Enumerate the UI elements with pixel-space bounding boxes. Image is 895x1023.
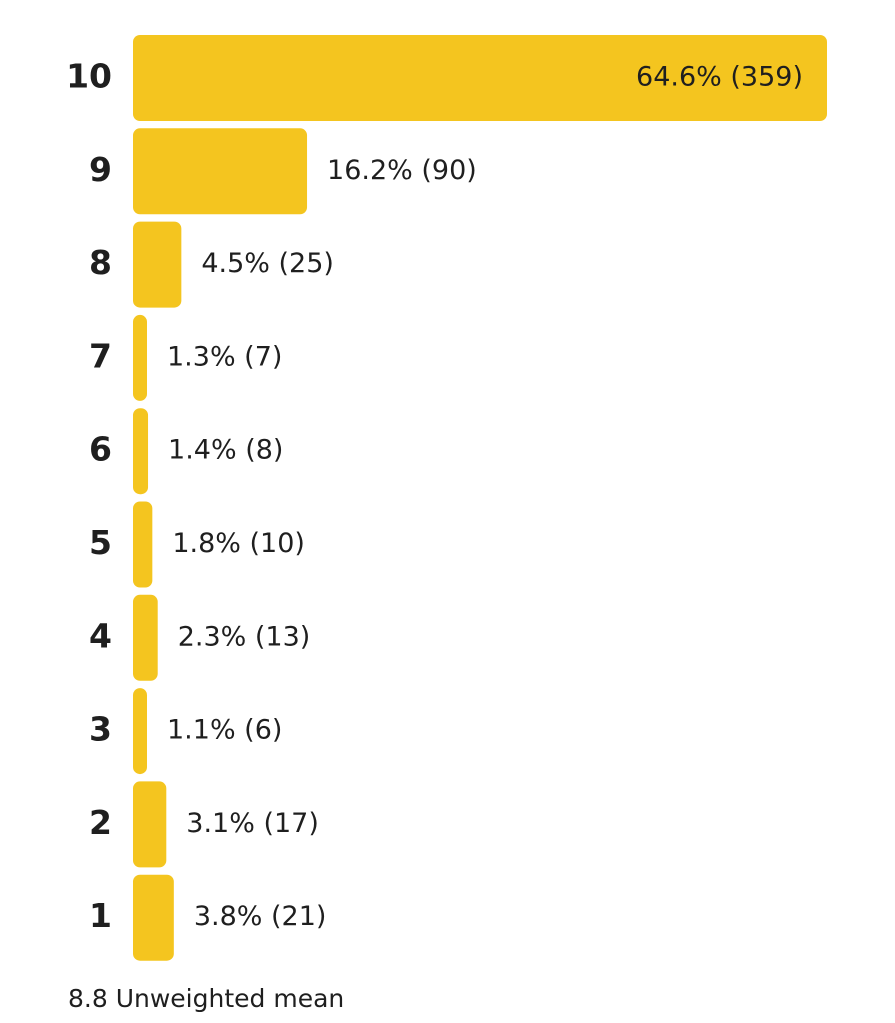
y-tick-label: 8 bbox=[89, 243, 112, 282]
bar bbox=[133, 874, 174, 961]
bar bbox=[133, 501, 153, 588]
y-tick-label: 10 bbox=[66, 57, 112, 96]
value-label: 16.2% (90) bbox=[327, 155, 477, 186]
bar bbox=[133, 314, 147, 401]
y-tick-label: 1 bbox=[89, 896, 112, 935]
value-label: 1.8% (10) bbox=[172, 528, 305, 559]
bar bbox=[133, 408, 149, 495]
y-tick-label: 9 bbox=[89, 150, 112, 189]
bar bbox=[133, 128, 308, 215]
value-label: 4.5% (25) bbox=[201, 248, 334, 279]
bar bbox=[133, 781, 167, 868]
value-label: 1.4% (8) bbox=[168, 435, 283, 466]
y-tick-label: 4 bbox=[89, 616, 112, 655]
bar bbox=[133, 221, 182, 308]
y-tick-label: 7 bbox=[89, 336, 112, 375]
y-tick-label: 5 bbox=[89, 523, 112, 562]
value-label: 3.8% (21) bbox=[194, 901, 327, 932]
bar bbox=[133, 688, 147, 775]
y-tick-label: 6 bbox=[89, 430, 112, 469]
bar bbox=[133, 594, 158, 681]
bar bbox=[133, 35, 827, 121]
value-label: 1.3% (7) bbox=[167, 341, 282, 372]
value-label: 3.1% (17) bbox=[186, 808, 319, 839]
value-label: 1.1% (6) bbox=[167, 715, 282, 746]
value-label: 64.6% (359) bbox=[636, 62, 803, 93]
value-label: 2.3% (13) bbox=[178, 621, 311, 652]
y-tick-label: 2 bbox=[89, 803, 112, 842]
y-tick-label: 3 bbox=[89, 710, 112, 749]
mean-note: 8.8 Unweighted mean bbox=[68, 984, 344, 1013]
